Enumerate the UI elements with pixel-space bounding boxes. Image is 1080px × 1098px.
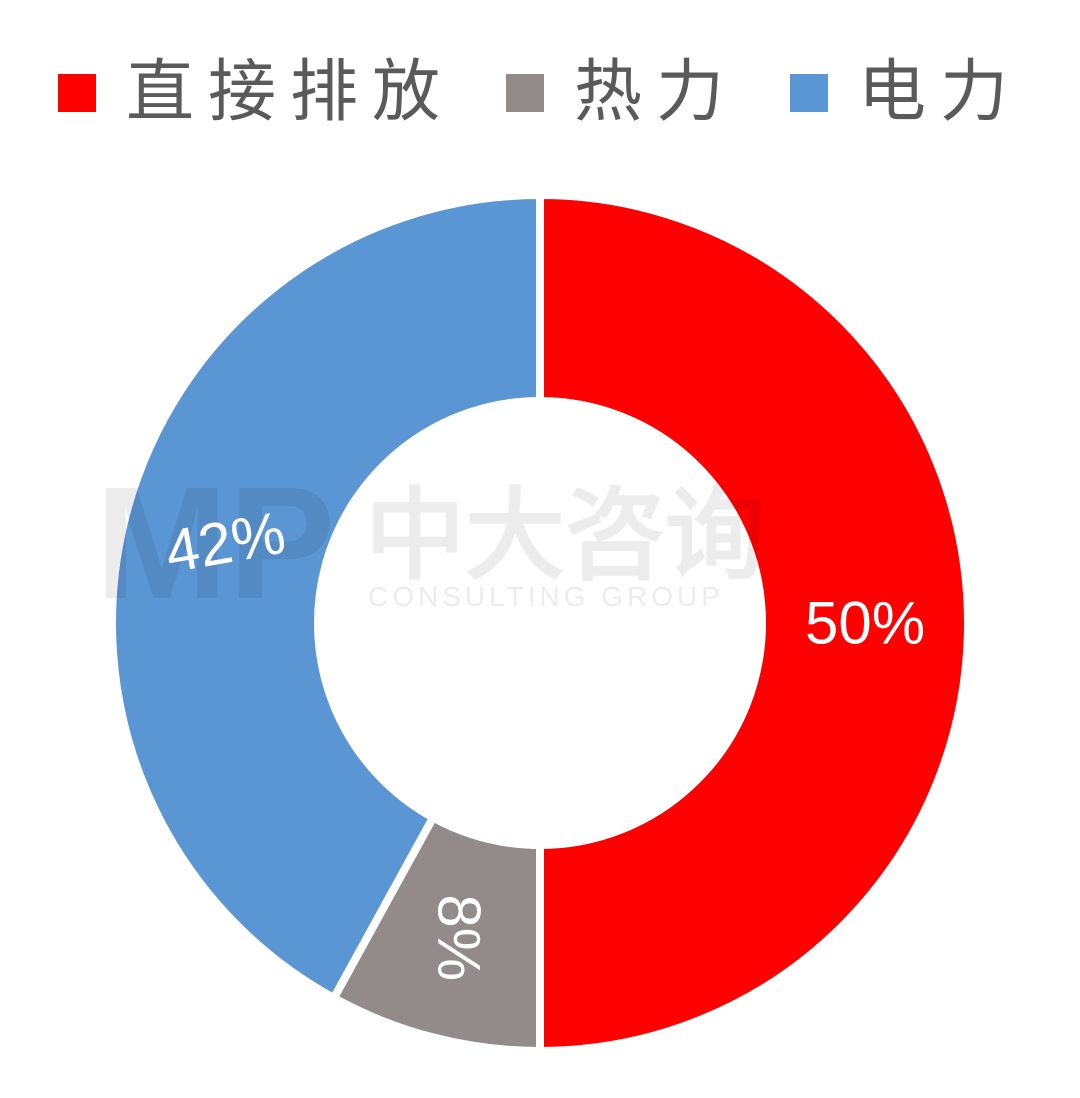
watermark-logo: MP — [95, 453, 335, 632]
watermark-name: 中大咨询 — [365, 477, 765, 594]
watermark: MP 中大咨询 CONSULTING GROUP — [95, 453, 765, 632]
slice-direct-emission — [536, 190, 972, 1056]
donut-slices — [108, 190, 972, 1056]
legend-item-direct-emission: 直接排放 — [57, 53, 454, 132]
legend-label-direct-emission: 直接排放 — [125, 53, 454, 132]
chart-legend: 直接排放 热力 电力 — [0, 48, 1080, 138]
legend-swatch-direct-emission — [57, 74, 96, 112]
data-label-direct-emission: 50% — [805, 590, 925, 657]
donut-data-labels: 50%8%42% — [160, 499, 925, 981]
legend-item-heat: 热力 — [505, 53, 738, 132]
slice-electricity — [108, 190, 544, 1004]
legend-label-electricity: 电力 — [858, 53, 1023, 132]
legend-swatch-heat — [505, 74, 544, 112]
data-label-heat: 8% — [426, 894, 493, 981]
legend-item-electricity: 电力 — [790, 59, 1022, 127]
legend-label-heat: 热力 — [573, 53, 738, 132]
legend-swatch-electricity — [790, 74, 828, 112]
watermark-subtitle: CONSULTING GROUP — [368, 581, 724, 612]
